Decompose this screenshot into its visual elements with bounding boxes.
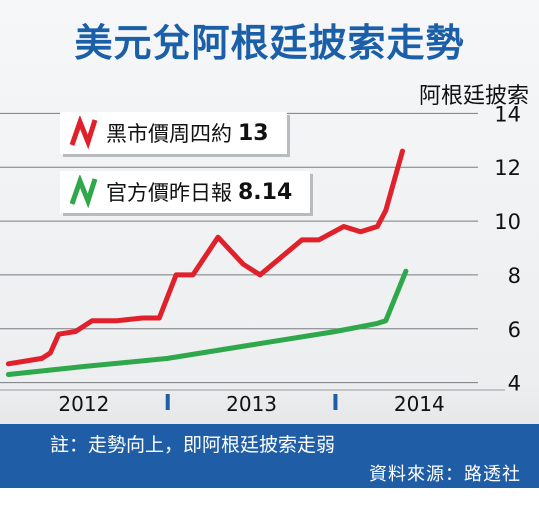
y-tick-label-8: 8 <box>508 264 521 288</box>
green-zigzag-icon <box>69 175 98 209</box>
x-divider-1 <box>333 394 338 410</box>
legend-value-black-market: 13 <box>238 120 269 146</box>
y-tick-label-10: 10 <box>494 210 521 234</box>
chart-title: 美元兌阿根廷披索走勢 <box>74 20 465 65</box>
y-tick-label-6: 6 <box>508 318 521 342</box>
x-tick-label-2014: 2014 <box>394 392 445 416</box>
series-line-1 <box>5 268 409 377</box>
x-tick-label-2013: 2013 <box>226 392 277 416</box>
y-tick-label-12: 12 <box>494 156 521 180</box>
legend-label-black-market: 黑市價周四約 <box>106 122 232 146</box>
line-chart: 4 6 8 10 12 14 2012 2013 2014 <box>0 102 521 416</box>
footer-note: 註：走勢向上，即阿根廷披索走弱 <box>50 434 336 456</box>
footer-source: 資料來源：路透社 <box>369 464 521 485</box>
y-tick-label-14: 14 <box>494 102 521 126</box>
legend-label-official: 官方價昨日報 <box>106 181 232 205</box>
legend-item-official: 官方價昨日報 8.14 <box>60 171 311 213</box>
legend-value-official: 8.14 <box>238 179 293 205</box>
y-axis-unit-label: 阿根廷披索 <box>418 84 529 109</box>
series-line-0 <box>5 148 405 367</box>
x-tick-label-2012: 2012 <box>58 392 109 416</box>
x-divider-0 <box>165 394 170 410</box>
bottom-strip <box>0 488 539 514</box>
y-tick-label-4: 4 <box>508 372 521 396</box>
legend-item-black-market: 黑市價周四約 13 <box>60 112 287 154</box>
footer-banner: 註：走勢向上，即阿根廷披索走弱 資料來源：路透社 <box>0 424 539 488</box>
red-zigzag-icon <box>69 116 98 150</box>
